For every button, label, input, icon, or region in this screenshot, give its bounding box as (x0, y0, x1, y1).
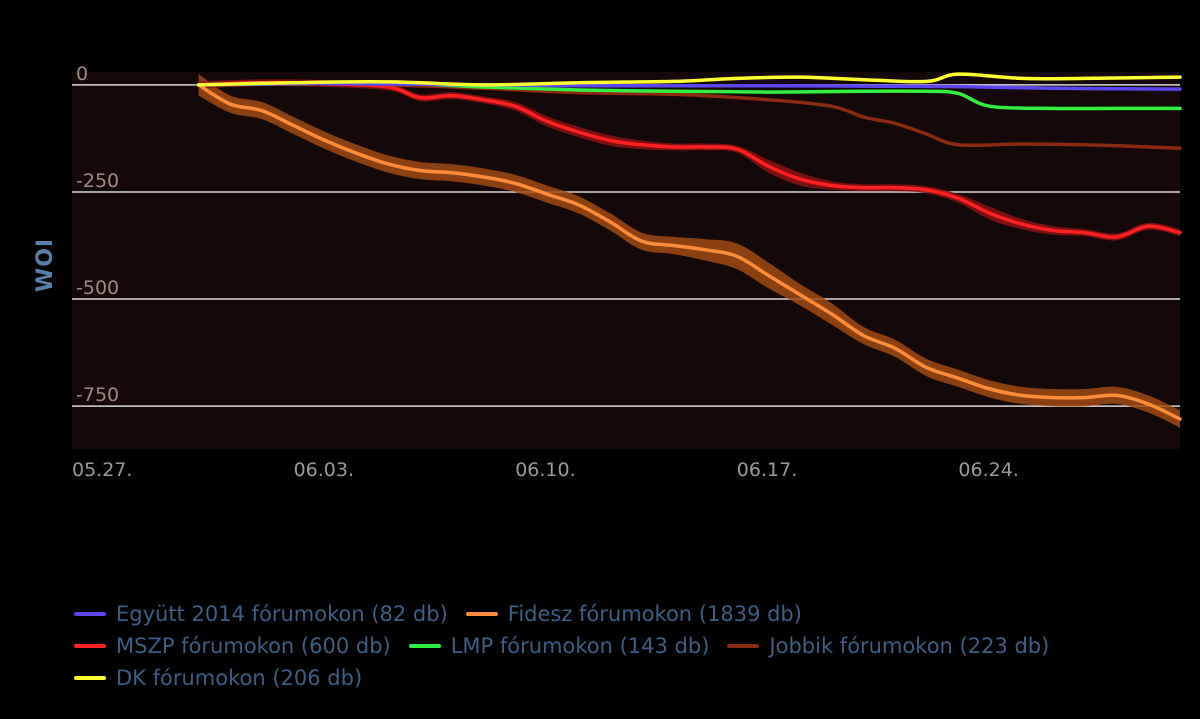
legend-swatch (74, 644, 106, 648)
legend-item[interactable]: MSZP fórumokon (600 db) (74, 634, 391, 658)
legend-swatch (727, 644, 760, 648)
legend-label: MSZP fórumokon (600 db) (116, 634, 391, 658)
legend-swatch (74, 612, 106, 616)
y-tick-label: -250 (76, 170, 119, 192)
series-line (196, 81, 1182, 91)
legend-item[interactable]: Jobbik fórumokon (223 db) (727, 634, 1049, 658)
legend-label: Jobbik fórumokon (223 db) (769, 634, 1050, 658)
legend-item[interactable]: LMP fórumokon (143 db) (408, 634, 710, 658)
legend: Együtt 2014 fórumokon (82 db) Fidesz fóru… (74, 598, 1184, 694)
axis-ticks: 0 -250 -500 -750 05.27. 06.03. 06.10. 06.17. 06.… (72, 63, 1019, 481)
x-tick-label: 06.24. (958, 459, 1018, 481)
legend-row: DK fórumokon (206 db) (74, 662, 1184, 694)
series-band (198, 74, 1181, 428)
y-tick-label: -500 (76, 277, 119, 299)
y-tick-label: -750 (76, 384, 119, 406)
legend-label: Fidesz fórumokon (1839 db) (507, 602, 802, 626)
series-line (196, 83, 1182, 421)
x-tick-label: 05.27. (72, 459, 132, 481)
legend-swatch (408, 644, 441, 648)
legend-item[interactable]: Fidesz fórumokon (1839 db) (465, 602, 802, 626)
confidence-bands (198, 74, 1181, 428)
y-tick-label: 0 (76, 63, 88, 85)
y-axis-label: WOI (33, 238, 58, 292)
x-tick-label: 06.17. (737, 459, 797, 481)
legend-label: LMP fórumokon (143 db) (450, 634, 710, 658)
legend-item[interactable]: Együtt 2014 fórumokon (82 db) (74, 602, 448, 626)
legend-row: MSZP fórumokon (600 db) LMP fórumokon (14… (74, 630, 1184, 662)
legend-swatch (465, 612, 498, 616)
legend-row: Együtt 2014 fórumokon (82 db) Fidesz fóru… (74, 598, 1184, 630)
x-tick-label: 06.10. (515, 459, 575, 481)
legend-item[interactable]: DK fórumokon (206 db) (74, 666, 362, 690)
legend-label: DK fórumokon (206 db) (116, 666, 363, 690)
series-line (196, 80, 1182, 239)
series-lines (196, 72, 1182, 421)
x-tick-label: 06.03. (294, 459, 354, 481)
legend-label: Együtt 2014 fórumokon (82 db) (116, 602, 448, 626)
series-line (196, 72, 1182, 87)
legend-swatch (74, 676, 106, 680)
